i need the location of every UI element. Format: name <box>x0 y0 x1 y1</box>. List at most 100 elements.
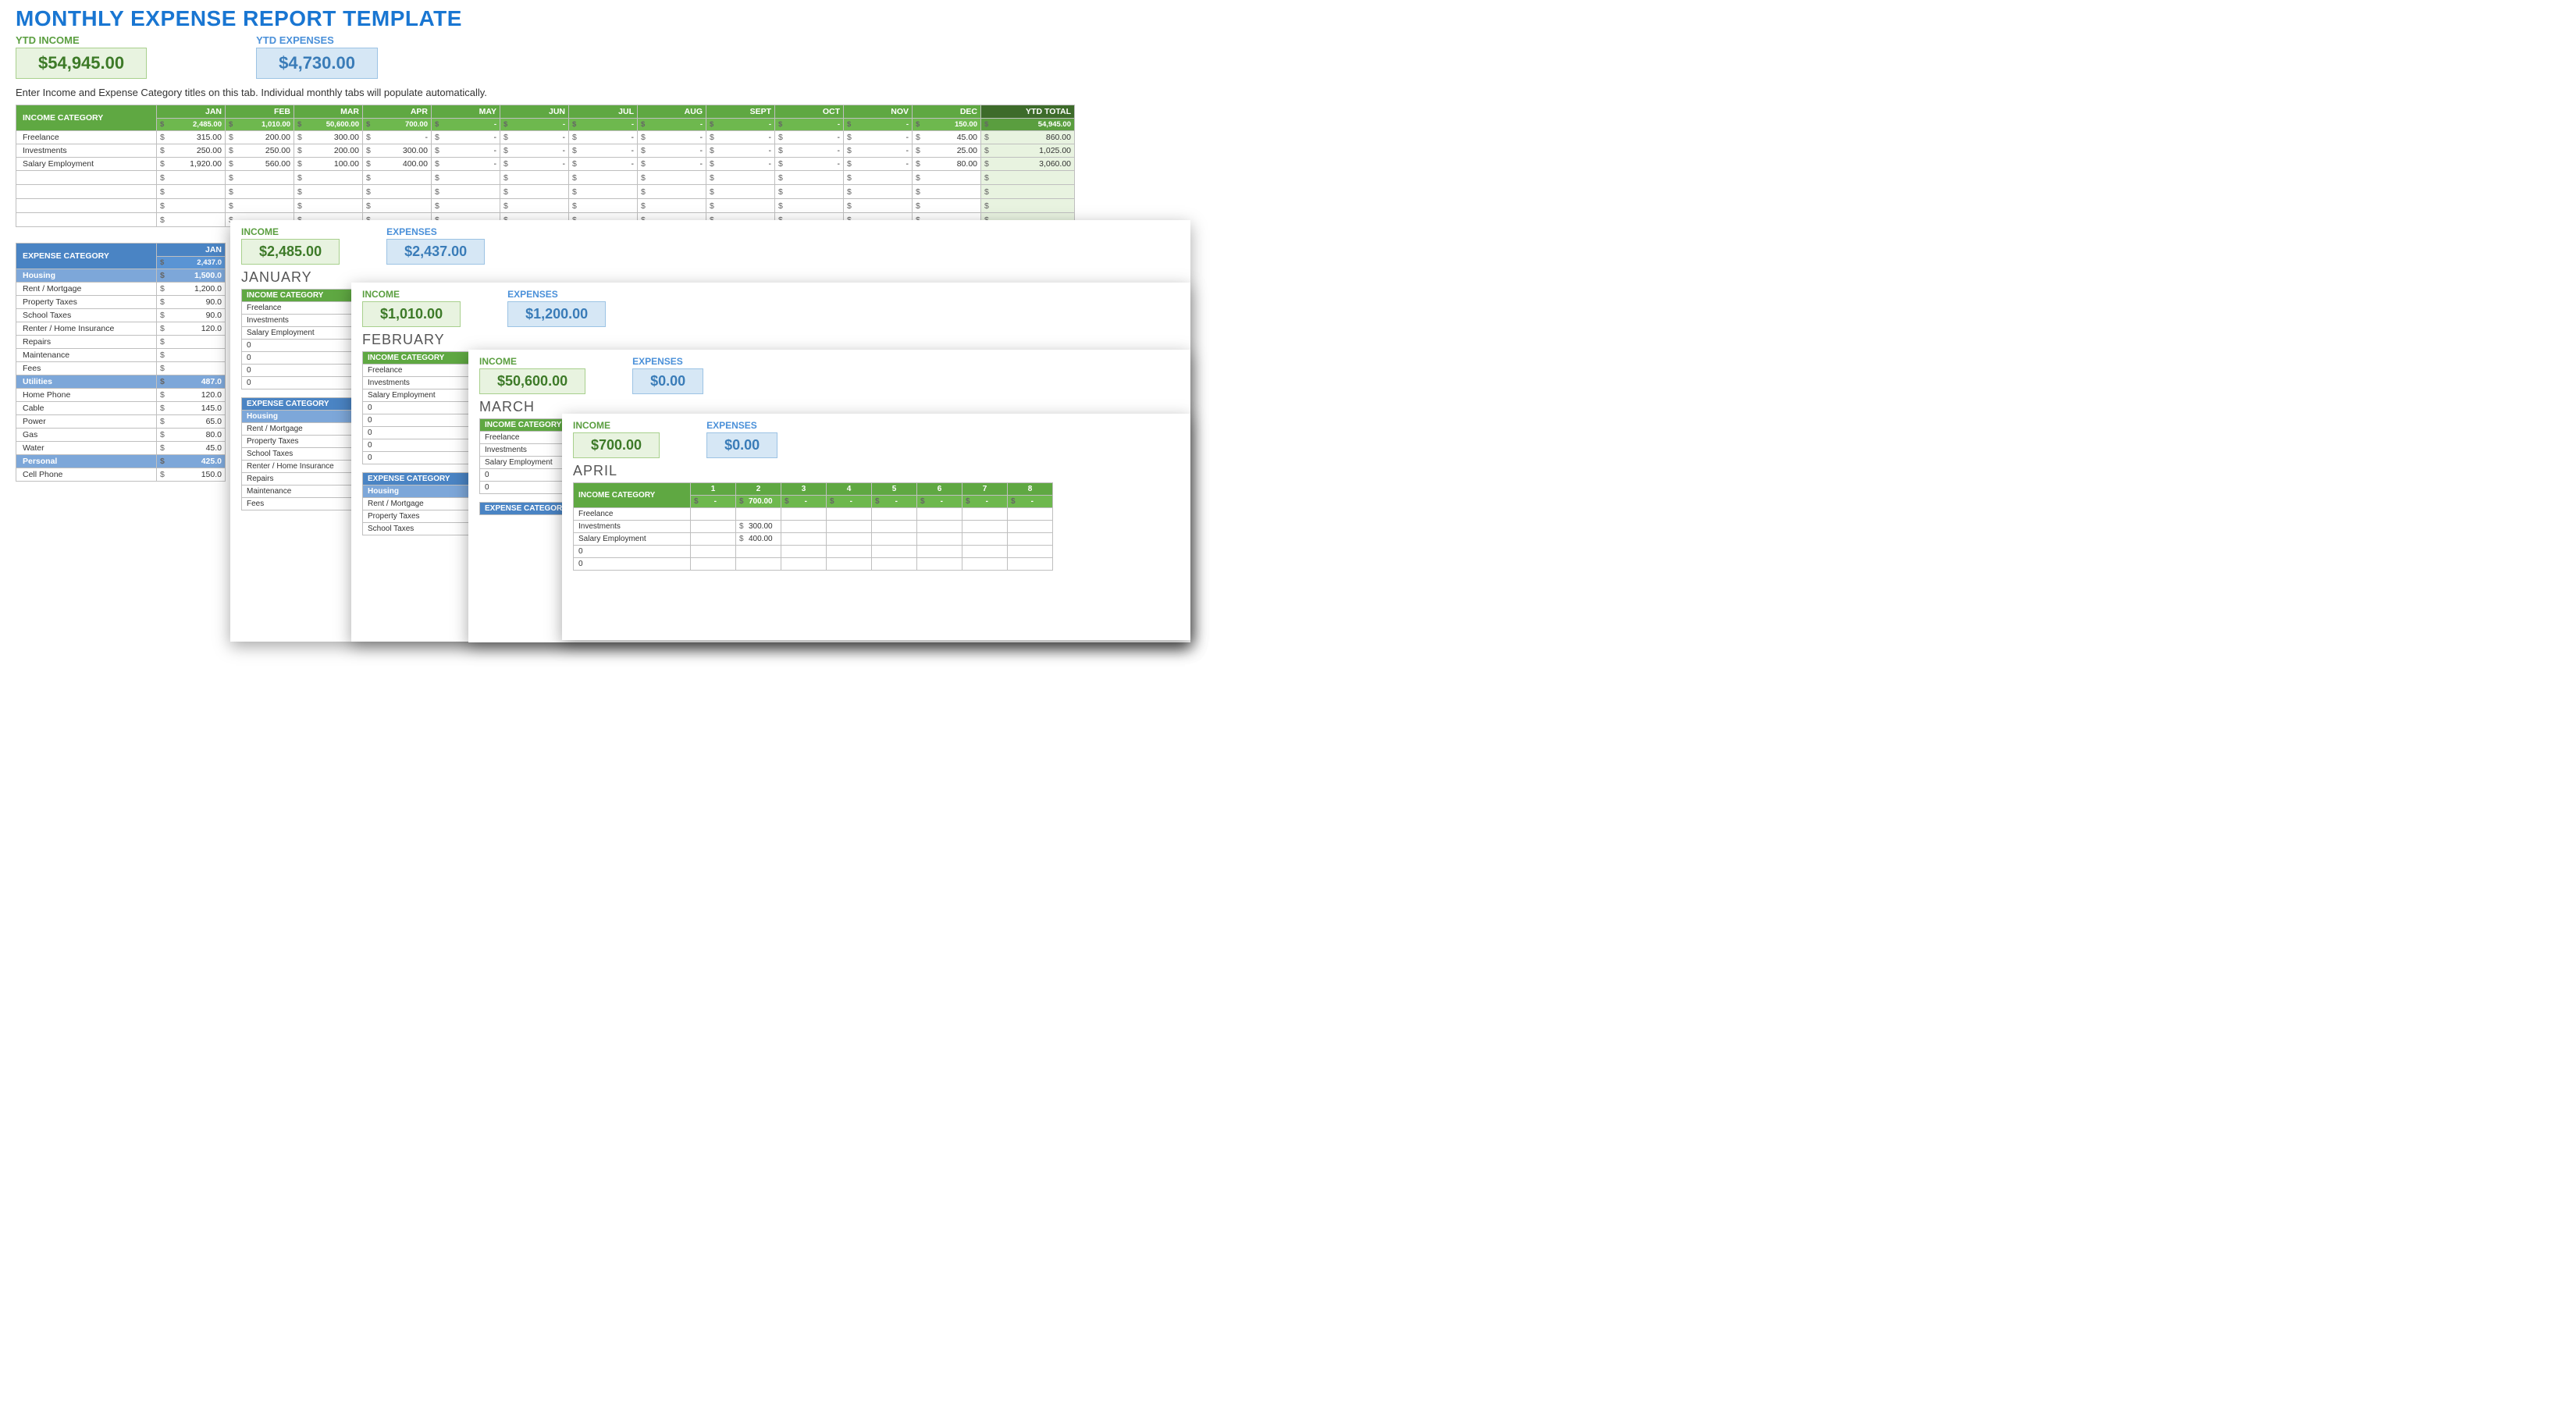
value-cell[interactable]: $315.00 <box>157 131 226 144</box>
value-cell[interactable] <box>691 558 736 571</box>
value-cell[interactable]: $250.00 <box>157 144 226 158</box>
value-cell[interactable]: $400.00 <box>736 533 781 546</box>
income-row[interactable]: Salary Employment$400.00 <box>574 533 1053 546</box>
value-cell[interactable]: $- <box>500 158 569 171</box>
value-cell[interactable] <box>827 521 872 533</box>
expense-row[interactable]: Property Taxes$90.0 <box>16 296 226 309</box>
list-item[interactable]: 0 <box>242 365 359 377</box>
value-cell[interactable] <box>872 508 917 521</box>
list-item[interactable]: Fees <box>242 498 359 510</box>
value-cell[interactable]: $200.00 <box>226 131 294 144</box>
value-cell[interactable] <box>1008 521 1053 533</box>
value-cell[interactable]: $1,920.00 <box>157 158 226 171</box>
value-cell[interactable] <box>781 533 827 546</box>
value-cell[interactable]: $- <box>706 158 775 171</box>
value-cell[interactable] <box>1008 558 1053 571</box>
value-cell[interactable] <box>917 508 962 521</box>
list-item[interactable]: 0 <box>363 414 480 427</box>
list-item[interactable]: Housing <box>242 411 359 423</box>
value-cell[interactable] <box>736 546 781 558</box>
value-cell[interactable] <box>691 521 736 533</box>
value-cell[interactable]: $- <box>844 144 913 158</box>
value-cell[interactable]: $- <box>432 131 500 144</box>
value-cell[interactable] <box>872 558 917 571</box>
value-cell[interactable]: $45.00 <box>913 131 981 144</box>
income-row[interactable]: Salary Employment$1,920.00$560.00$100.00… <box>16 158 1075 171</box>
expense-table[interactable]: EXPENSE CATEGORY JAN $2,437.0 Housing$1,… <box>16 243 226 482</box>
list-item[interactable]: Freelance <box>363 365 480 377</box>
list-item[interactable]: 0 <box>363 452 480 464</box>
list-item[interactable]: Freelance <box>242 302 359 315</box>
expense-row[interactable]: Renter / Home Insurance$120.0 <box>16 322 226 336</box>
income-table[interactable]: INCOME CATEGORYJANFEBMARAPRMAYJUNJULAUGS… <box>16 105 1075 227</box>
value-cell[interactable]: $560.00 <box>226 158 294 171</box>
value-cell[interactable] <box>917 558 962 571</box>
value-cell[interactable]: $- <box>569 131 638 144</box>
value-cell[interactable]: $25.00 <box>913 144 981 158</box>
blank-row[interactable]: $$$$$$$$$$$$$ <box>16 185 1075 199</box>
expense-row[interactable]: Repairs$ <box>16 336 226 349</box>
value-cell[interactable]: $- <box>569 158 638 171</box>
april-income-table[interactable]: INCOME CATEGORY12345678$-$700.00$-$-$-$-… <box>573 482 1053 571</box>
expense-row[interactable]: Water$45.0 <box>16 442 226 455</box>
income-row[interactable]: Investments$250.00$250.00$200.00$300.00$… <box>16 144 1075 158</box>
value-cell[interactable] <box>1008 546 1053 558</box>
blank-row[interactable]: $$$$$$$$$$$$$ <box>16 199 1075 213</box>
value-cell[interactable]: $250.00 <box>226 144 294 158</box>
list-item[interactable]: Housing <box>363 486 480 498</box>
list-item[interactable]: 0 <box>242 352 359 365</box>
value-cell[interactable] <box>781 521 827 533</box>
value-cell[interactable]: $- <box>638 144 706 158</box>
value-cell[interactable]: $80.00 <box>913 158 981 171</box>
expense-row[interactable]: Cable$145.0 <box>16 402 226 415</box>
value-cell[interactable]: $300.00 <box>294 131 363 144</box>
value-cell[interactable]: $- <box>500 144 569 158</box>
value-cell[interactable] <box>827 508 872 521</box>
value-cell[interactable] <box>827 533 872 546</box>
value-cell[interactable] <box>691 533 736 546</box>
value-cell[interactable]: $- <box>775 131 844 144</box>
expense-row[interactable]: Maintenance$ <box>16 349 226 362</box>
list-item[interactable]: 0 <box>242 340 359 352</box>
value-cell[interactable] <box>691 508 736 521</box>
value-cell[interactable] <box>827 546 872 558</box>
value-cell[interactable] <box>827 558 872 571</box>
list-item[interactable]: Property Taxes <box>242 436 359 448</box>
value-cell[interactable]: $- <box>775 158 844 171</box>
income-row[interactable]: Freelance$315.00$200.00$300.00$-$-$-$-$-… <box>16 131 1075 144</box>
value-cell[interactable] <box>917 521 962 533</box>
expense-row[interactable]: Power$65.0 <box>16 415 226 429</box>
list-item[interactable]: 0 <box>363 402 480 414</box>
expense-row[interactable]: School Taxes$90.0 <box>16 309 226 322</box>
value-cell[interactable]: $300.00 <box>363 144 432 158</box>
list-item[interactable]: Salary Employment <box>363 389 480 402</box>
value-cell[interactable] <box>962 521 1008 533</box>
blank-row[interactable]: $$$$$$$$$$$$$ <box>16 171 1075 185</box>
list-item[interactable]: Investments <box>363 377 480 389</box>
value-cell[interactable]: $- <box>432 158 500 171</box>
value-cell[interactable] <box>1008 533 1053 546</box>
expense-row[interactable]: Cell Phone$150.0 <box>16 468 226 482</box>
value-cell[interactable]: $- <box>432 144 500 158</box>
expense-row[interactable]: Fees$ <box>16 362 226 375</box>
income-row[interactable]: 0 <box>574 546 1053 558</box>
list-item[interactable]: Renter / Home Insurance <box>242 461 359 473</box>
value-cell[interactable]: $- <box>706 144 775 158</box>
expense-row[interactable]: Home Phone$120.0 <box>16 389 226 402</box>
value-cell[interactable] <box>962 533 1008 546</box>
value-cell[interactable]: $100.00 <box>294 158 363 171</box>
value-cell[interactable] <box>781 508 827 521</box>
income-row[interactable]: Investments$300.00 <box>574 521 1053 533</box>
list-item[interactable]: 0 <box>363 439 480 452</box>
value-cell[interactable] <box>691 546 736 558</box>
value-cell[interactable] <box>872 533 917 546</box>
income-row[interactable]: Freelance <box>574 508 1053 521</box>
value-cell[interactable] <box>962 508 1008 521</box>
list-item[interactable]: Property Taxes <box>363 510 480 523</box>
value-cell[interactable] <box>872 521 917 533</box>
value-cell[interactable] <box>917 533 962 546</box>
value-cell[interactable] <box>781 558 827 571</box>
list-item[interactable]: Investments <box>242 315 359 327</box>
value-cell[interactable]: $300.00 <box>736 521 781 533</box>
value-cell[interactable]: $- <box>844 131 913 144</box>
